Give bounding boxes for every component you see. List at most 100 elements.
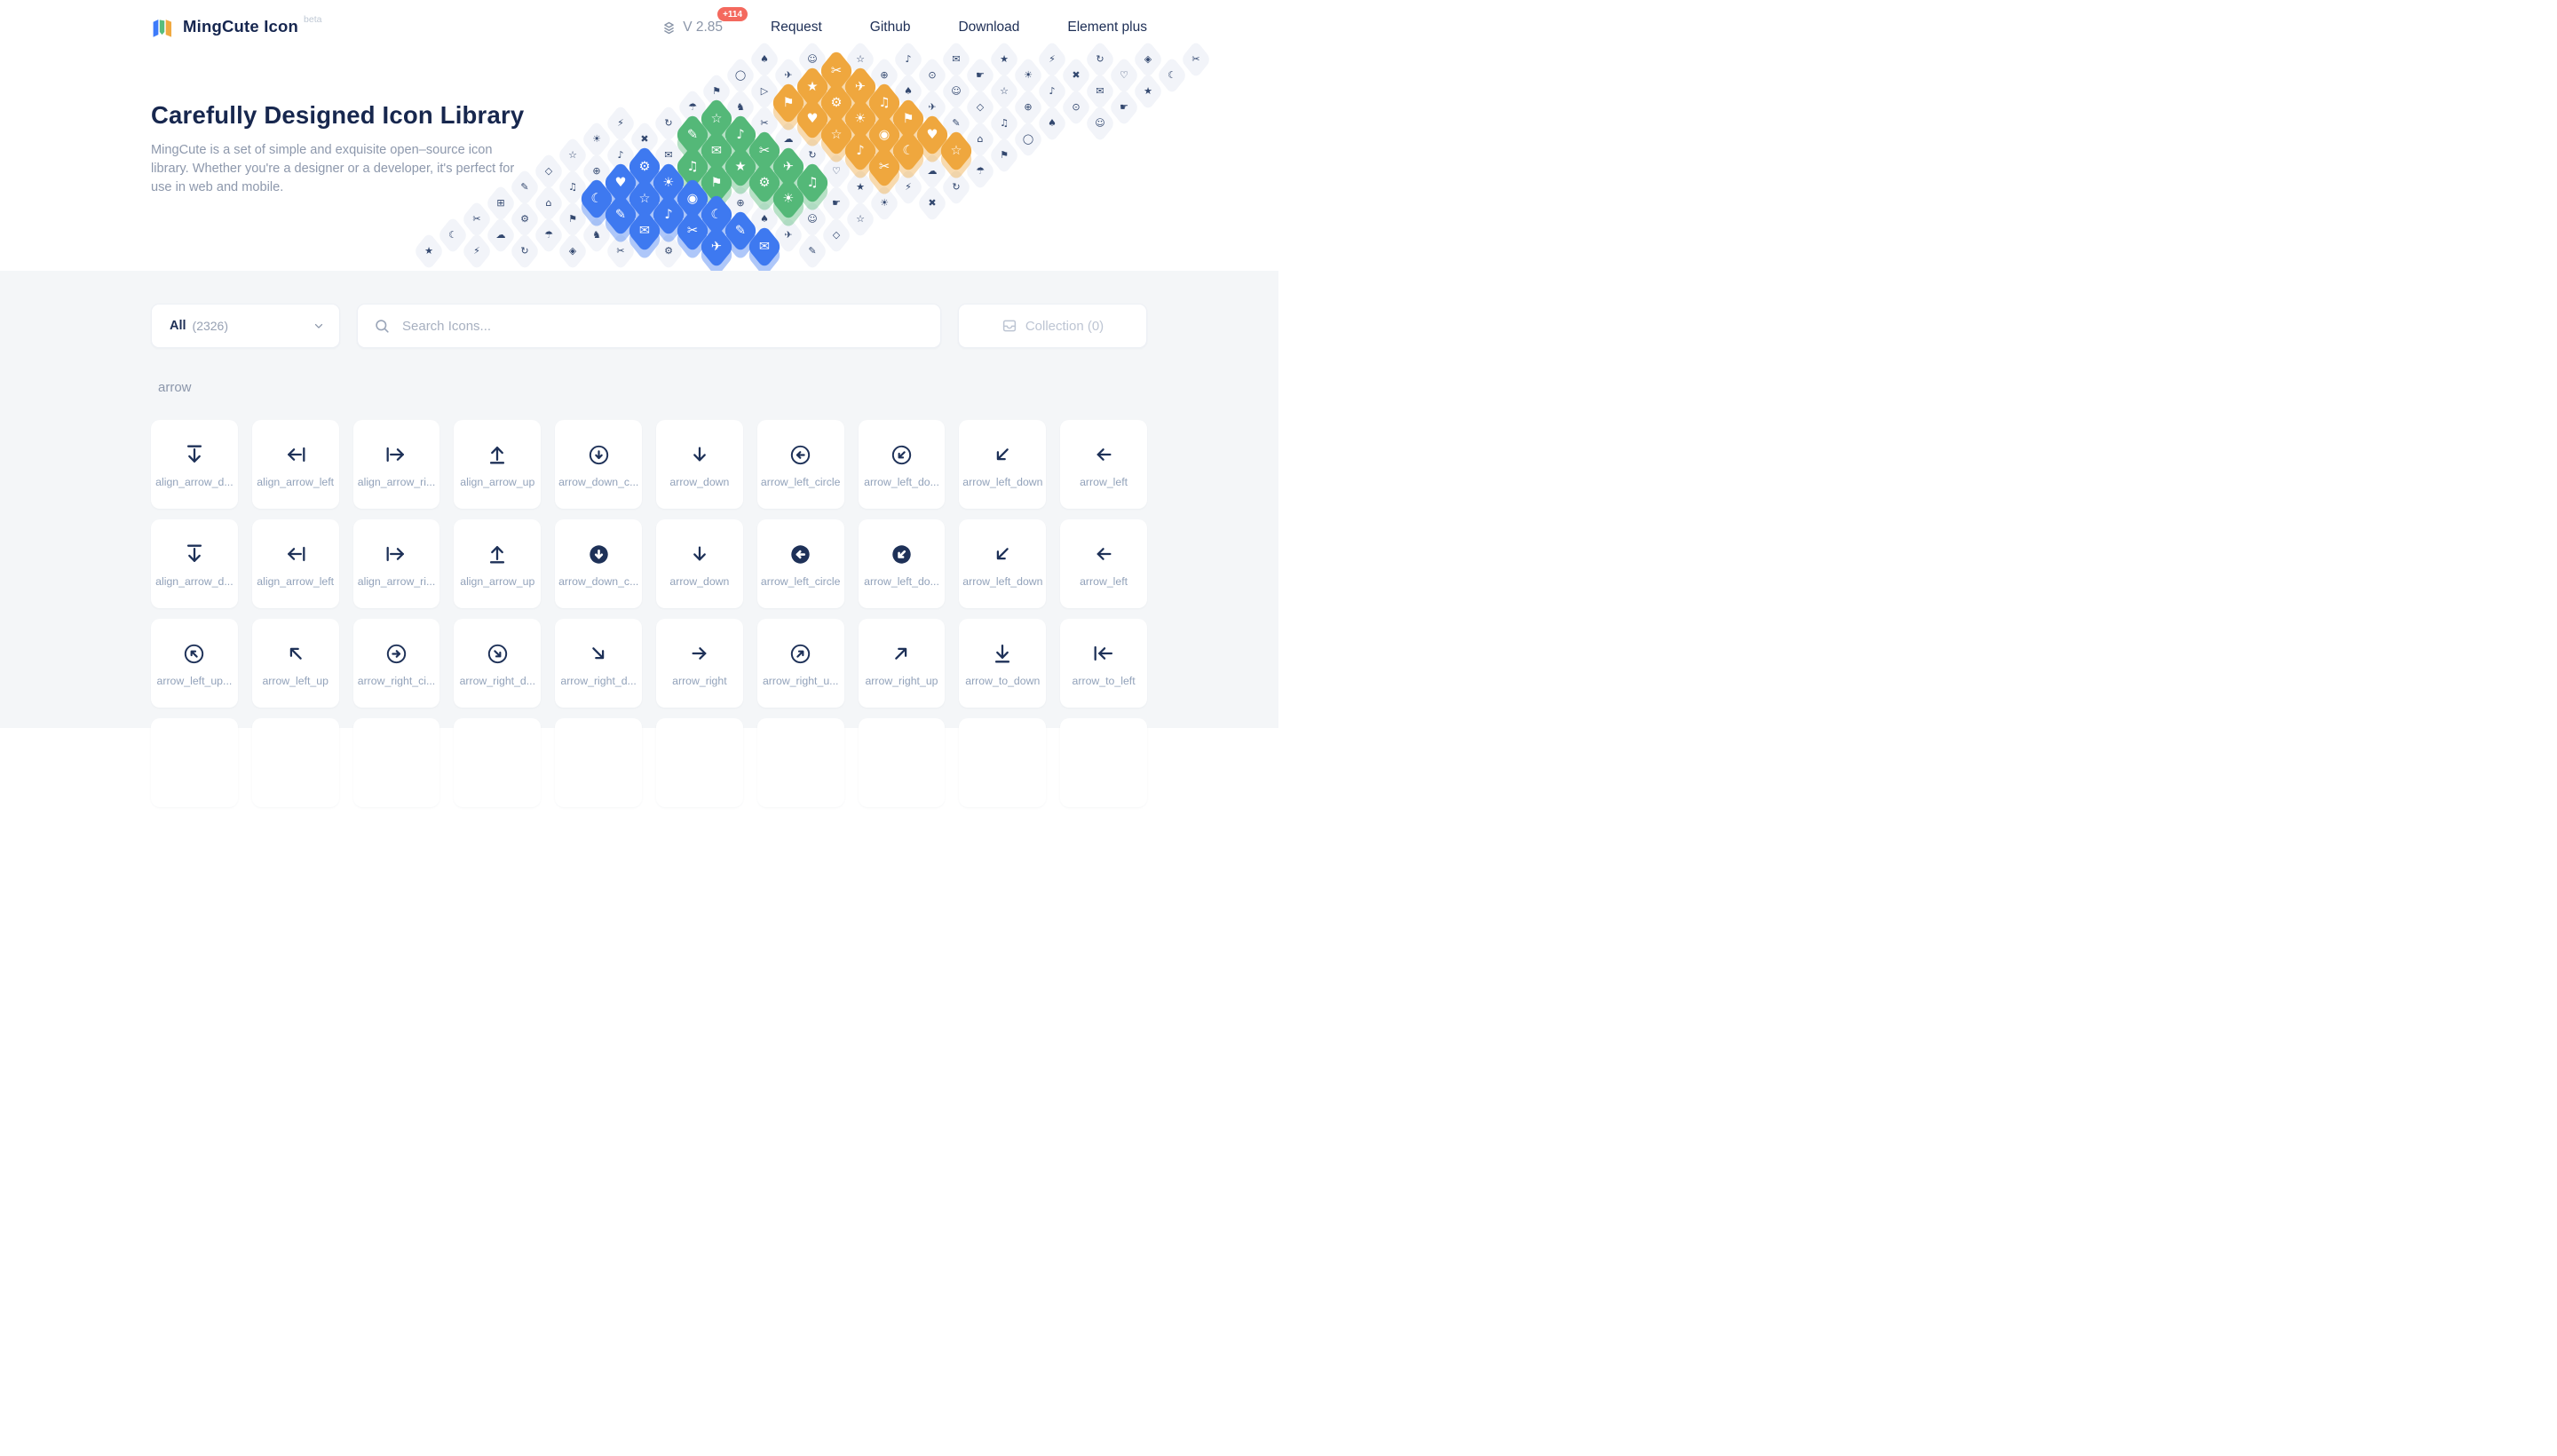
icon-card-label: arrow_right_ci... (357, 675, 436, 687)
icon-card[interactable]: arrow_to_down (959, 619, 1047, 708)
iso-tile-blue: ♪ (650, 192, 687, 246)
icon-card[interactable]: align_arrow_ri... (352, 420, 440, 509)
icon-card-label: arrow_to_left (1072, 675, 1136, 687)
mini-icon: ✂ (686, 221, 699, 238)
iso-tile: ✂ (605, 232, 637, 271)
mini-icon: ⚑ (712, 85, 721, 98)
mini-icon: ☺ (807, 213, 818, 226)
iso-tile: ↻ (509, 232, 541, 271)
icon-card[interactable]: arrow_left_circle (756, 420, 844, 509)
icon-card-label: arrow_left_down (962, 476, 1043, 488)
icon-card[interactable] (959, 718, 1047, 807)
arrow-left-down-fill-icon (991, 540, 1014, 568)
mini-icon: ☺ (807, 53, 818, 66)
icon-card[interactable]: align_arrow_up (454, 420, 542, 509)
icon-card-label: arrow_left (1080, 476, 1128, 488)
iso-tile: ◇ (820, 216, 852, 255)
icon-card[interactable]: arrow_right_u... (756, 619, 844, 708)
iso-tile: ✈ (772, 56, 804, 95)
icon-card[interactable]: arrow_left (1060, 519, 1147, 608)
mini-icon: ☺ (1095, 117, 1105, 130)
arrow-left-up-circle-icon (183, 639, 205, 668)
iso-tile: ⚡ (605, 104, 637, 143)
mini-icon: ⚙ (830, 93, 843, 110)
icon-card[interactable]: align_arrow_d... (151, 519, 238, 608)
icon-card[interactable]: arrow_down_c... (555, 420, 642, 509)
icon-card-label: align_arrow_ri... (357, 476, 436, 488)
mini-icon: ✂ (760, 117, 769, 130)
icon-card[interactable]: align_arrow_ri... (352, 519, 440, 608)
arrow-right-circle-icon (385, 639, 408, 668)
icon-card[interactable]: arrow_left (1060, 420, 1147, 509)
icon-card[interactable]: align_arrow_left (251, 420, 339, 509)
version-indicator[interactable]: V 2.85 +114 (661, 7, 748, 36)
icon-card[interactable] (1060, 718, 1147, 807)
iso-tile: ♠ (892, 72, 924, 111)
icon-card[interactable] (454, 718, 542, 807)
icon-card[interactable]: arrow_down_c... (555, 519, 642, 608)
iso-tile-green: ☀ (770, 176, 807, 230)
icon-card[interactable] (756, 718, 844, 807)
icon-card[interactable]: align_arrow_up (454, 519, 542, 608)
category-filter-dropdown[interactable]: All (2326) (151, 304, 340, 348)
iso-tile-blue: ✈ (698, 224, 735, 278)
icon-card[interactable] (151, 718, 238, 807)
beta-badge: beta (304, 14, 322, 25)
icon-card[interactable]: arrow_to_left (1060, 619, 1147, 708)
mini-icon: ✖ (928, 197, 937, 210)
icon-card[interactable]: arrow_left_up (251, 619, 339, 708)
category-label: arrow (158, 380, 192, 395)
icon-card[interactable]: arrow_left_up... (151, 619, 238, 708)
iso-tile: ☁ (485, 216, 517, 255)
icon-card[interactable]: arrow_down (656, 420, 743, 509)
mini-icon: ♡ (832, 165, 841, 178)
align-arrow-right-icon (384, 440, 408, 469)
icon-card[interactable]: arrow_down (656, 519, 743, 608)
nav-item-element-plus[interactable]: Element plus (1067, 20, 1147, 35)
icon-card[interactable]: arrow_left_circle (756, 519, 844, 608)
icon-card[interactable] (251, 718, 339, 807)
iso-tile: ★ (413, 232, 445, 271)
icon-card[interactable]: arrow_right_ci... (352, 619, 440, 708)
icon-card[interactable] (858, 718, 946, 807)
mini-icon: ⊕ (736, 197, 745, 210)
icon-card[interactable] (352, 718, 440, 807)
iso-tile: ♠ (748, 200, 780, 239)
icon-card[interactable]: arrow_right_d... (555, 619, 642, 708)
icon-card[interactable]: arrow_right_d... (454, 619, 542, 708)
iso-tile-orange: ⚙ (818, 80, 855, 134)
nav-item-download[interactable]: Download (958, 20, 1020, 35)
nav-item-request[interactable]: Request (771, 20, 822, 35)
iso-tile: ♞ (581, 216, 613, 255)
collection-button[interactable]: Collection (0) (958, 304, 1147, 348)
icon-card[interactable]: arrow_left_down (959, 519, 1047, 608)
mini-icon: ◇ (832, 229, 841, 241)
icon-card[interactable]: arrow_left_down (959, 420, 1047, 509)
iso-tile-orange: ✈ (842, 64, 879, 118)
iso-tile: ⚡ (892, 168, 924, 207)
iso-tile: ⌂ (964, 120, 996, 159)
iso-tile-orange: ♥ (794, 96, 831, 150)
icon-card[interactable]: arrow_right (656, 619, 743, 708)
icon-card[interactable] (656, 718, 743, 807)
iso-tile: ☾ (1156, 56, 1188, 95)
mini-icon: ☛ (1120, 101, 1128, 114)
mini-icon: ☆ (856, 53, 865, 66)
arrow-left-down-icon (991, 440, 1014, 469)
arrow-left-icon (1092, 440, 1115, 469)
icon-card[interactable]: align_arrow_left (251, 519, 339, 608)
inbox-icon (1001, 318, 1017, 334)
icon-card-label: arrow_to_down (965, 675, 1041, 687)
search-input[interactable] (400, 317, 924, 335)
icon-card[interactable]: align_arrow_d... (151, 420, 238, 509)
icon-card[interactable]: arrow_left_do... (858, 420, 946, 509)
icon-card[interactable] (555, 718, 642, 807)
icon-card[interactable]: arrow_left_do... (858, 519, 946, 608)
logo[interactable]: MingCute Icon beta (151, 14, 322, 40)
mini-icon: ⚡ (1049, 53, 1056, 66)
mini-icon: ☾ (710, 205, 723, 222)
nav-item-github[interactable]: Github (869, 20, 911, 35)
icon-card[interactable]: arrow_right_up (858, 619, 946, 708)
mini-icon: ☺ (951, 85, 962, 98)
icon-card-label: align_arrow_up (460, 575, 535, 588)
